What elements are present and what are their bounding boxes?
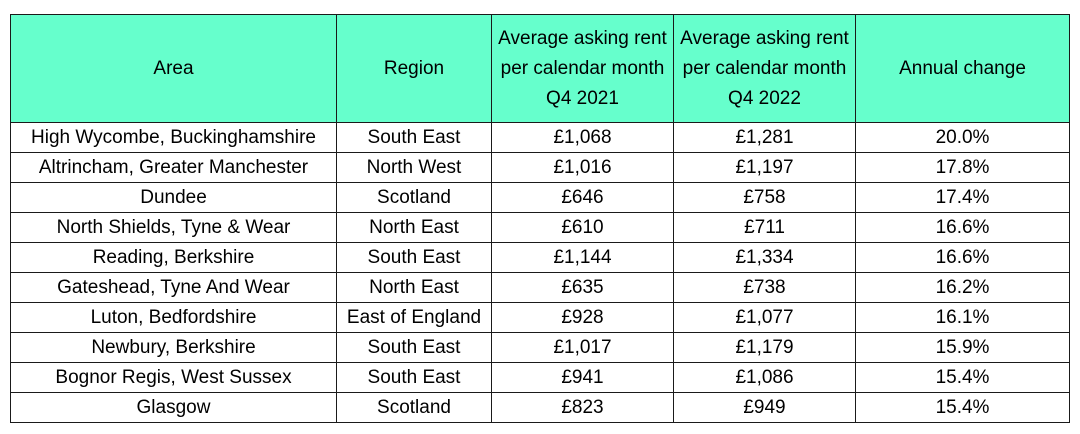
cell-area: Glasgow	[10, 392, 337, 423]
cell-annual-change: 15.4%	[855, 392, 1070, 423]
cell-area: Luton, Bedfordshire	[10, 302, 337, 333]
cell-area: Gateshead, Tyne And Wear	[10, 272, 337, 303]
cell-rent-q4-2021: £635	[491, 272, 674, 303]
cell-rent-q4-2022: £1,086	[673, 362, 856, 393]
cell-region: South East	[336, 362, 492, 393]
cell-region: North East	[336, 272, 492, 303]
header-annual-change: Annual change	[855, 14, 1070, 123]
cell-region: North East	[336, 212, 492, 243]
cell-rent-q4-2022: £1,077	[673, 302, 856, 333]
cell-annual-change: 16.2%	[855, 272, 1070, 303]
cell-rent-q4-2022: £949	[673, 392, 856, 423]
cell-rent-q4-2021: £1,144	[491, 242, 674, 273]
header-area: Area	[10, 14, 337, 123]
cell-area: Altrincham, Greater Manchester	[10, 152, 337, 183]
cell-annual-change: 16.6%	[855, 242, 1070, 273]
rent-table: Area Region Average asking rent per cale…	[10, 14, 1070, 423]
cell-region: South East	[336, 332, 492, 363]
cell-rent-q4-2021: £928	[491, 302, 674, 333]
table-row: Bognor Regis, West Sussex South East £94…	[10, 362, 1070, 393]
cell-region: South East	[336, 122, 492, 153]
cell-rent-q4-2022: £711	[673, 212, 856, 243]
cell-annual-change: 15.4%	[855, 362, 1070, 393]
cell-rent-q4-2022: £1,281	[673, 122, 856, 153]
cell-area: Reading, Berkshire	[10, 242, 337, 273]
cell-rent-q4-2021: £610	[491, 212, 674, 243]
cell-rent-q4-2022: £1,179	[673, 332, 856, 363]
table-row: High Wycombe, Buckinghamshire South East…	[10, 122, 1070, 153]
cell-annual-change: 15.9%	[855, 332, 1070, 363]
cell-area: Dundee	[10, 182, 337, 213]
header-rent-q4-2021: Average asking rent per calendar month Q…	[491, 14, 674, 123]
table-row: Altrincham, Greater Manchester North Wes…	[10, 152, 1070, 183]
cell-area: High Wycombe, Buckinghamshire	[10, 122, 337, 153]
header-region: Region	[336, 14, 492, 123]
header-rent-q4-2022: Average asking rent per calendar month Q…	[673, 14, 856, 123]
cell-region: East of England	[336, 302, 492, 333]
cell-area: North Shields, Tyne & Wear	[10, 212, 337, 243]
cell-region: North West	[336, 152, 492, 183]
cell-annual-change: 17.8%	[855, 152, 1070, 183]
cell-rent-q4-2021: £823	[491, 392, 674, 423]
table-row: Gateshead, Tyne And Wear North East £635…	[10, 272, 1070, 303]
cell-region: Scotland	[336, 182, 492, 213]
cell-rent-q4-2021: £646	[491, 182, 674, 213]
cell-region: South East	[336, 242, 492, 273]
table-row: Reading, Berkshire South East £1,144 £1,…	[10, 242, 1070, 273]
cell-annual-change: 16.6%	[855, 212, 1070, 243]
cell-rent-q4-2021: £941	[491, 362, 674, 393]
table-row: North Shields, Tyne & Wear North East £6…	[10, 212, 1070, 243]
table-body: High Wycombe, Buckinghamshire South East…	[10, 122, 1070, 423]
cell-rent-q4-2022: £758	[673, 182, 856, 213]
cell-rent-q4-2021: £1,068	[491, 122, 674, 153]
cell-rent-q4-2022: £1,197	[673, 152, 856, 183]
cell-rent-q4-2021: £1,016	[491, 152, 674, 183]
cell-annual-change: 16.1%	[855, 302, 1070, 333]
table-header: Area Region Average asking rent per cale…	[10, 14, 1070, 123]
table-row: Newbury, Berkshire South East £1,017 £1,…	[10, 332, 1070, 363]
cell-region: Scotland	[336, 392, 492, 423]
table-row: Luton, Bedfordshire East of England £928…	[10, 302, 1070, 333]
cell-area: Bognor Regis, West Sussex	[10, 362, 337, 393]
cell-annual-change: 20.0%	[855, 122, 1070, 153]
table-row: Glasgow Scotland £823 £949 15.4%	[10, 392, 1070, 423]
cell-rent-q4-2022: £738	[673, 272, 856, 303]
header-row: Area Region Average asking rent per cale…	[10, 14, 1070, 123]
cell-rent-q4-2022: £1,334	[673, 242, 856, 273]
cell-rent-q4-2021: £1,017	[491, 332, 674, 363]
cell-area: Newbury, Berkshire	[10, 332, 337, 363]
cell-annual-change: 17.4%	[855, 182, 1070, 213]
table-row: Dundee Scotland £646 £758 17.4%	[10, 182, 1070, 213]
